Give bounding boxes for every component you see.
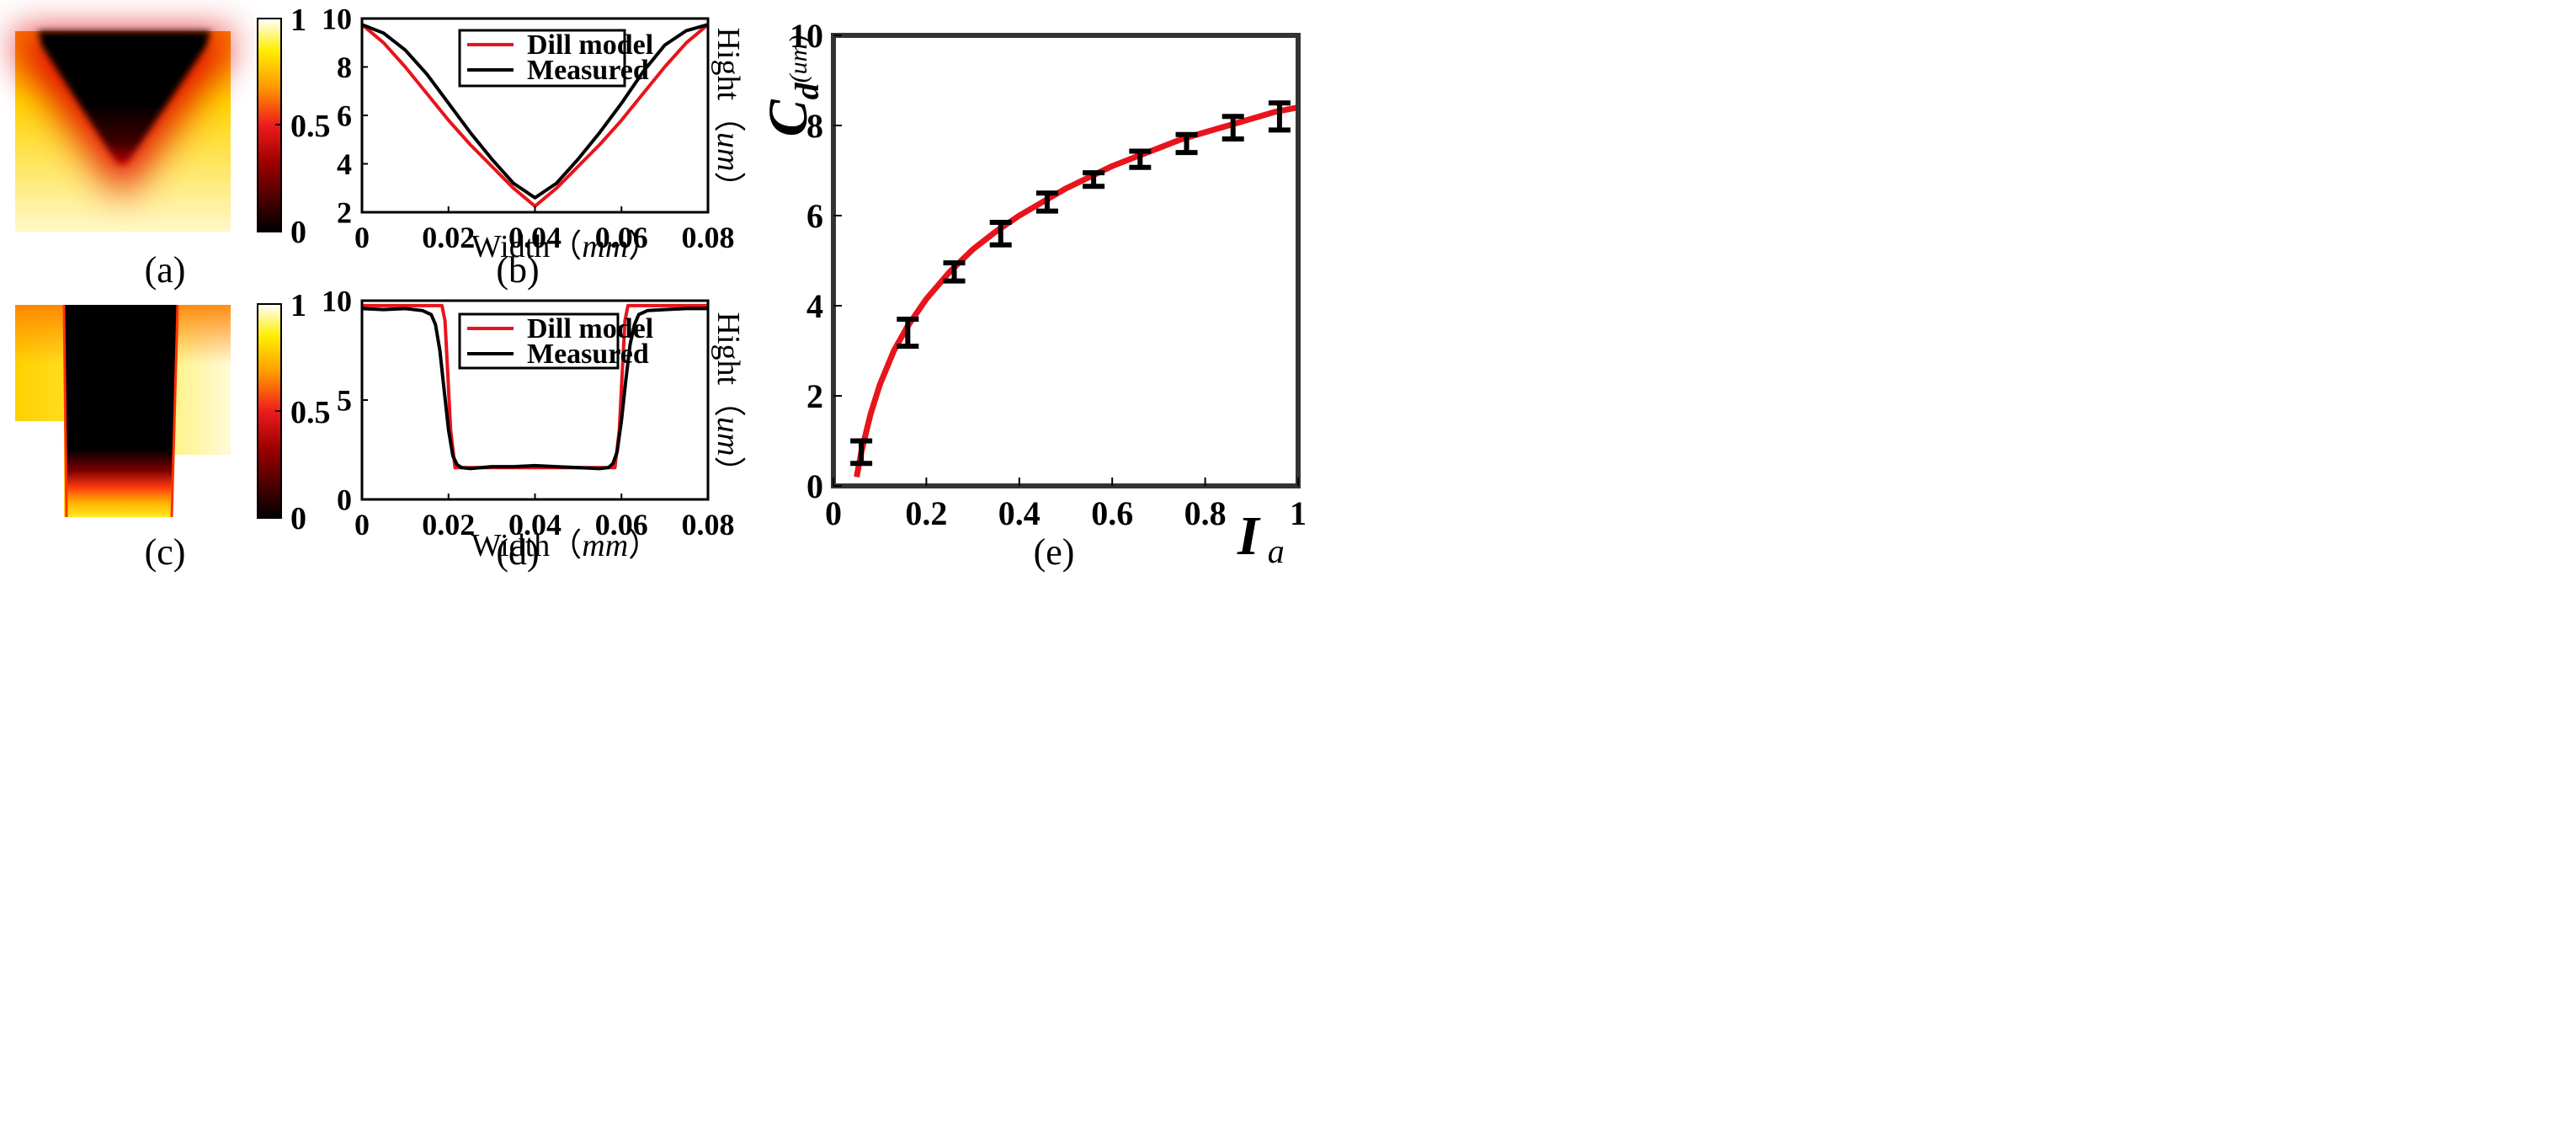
heatmap-c-right-blank	[172, 455, 231, 517]
chart-d-xtick-label: 0	[354, 508, 370, 542]
chart-e-errorbar	[897, 317, 919, 350]
chart-d-ylabel: Hight（um）	[711, 312, 746, 488]
chart-b-legend-label-measured: Measured	[527, 55, 649, 86]
chart-e-errorbar	[1268, 100, 1291, 133]
chart-d-ytick-label: 5	[337, 384, 352, 418]
chart-b-ytick-label: 4	[337, 147, 352, 181]
heatmap-c-edge-right	[170, 304, 179, 518]
chart-b-xtick-label: 0.04	[508, 221, 562, 254]
chart-e-axes-box	[831, 33, 1301, 488]
chart-d-ytick-label: 10	[322, 285, 352, 318]
chart-e-ytick-label: 2	[806, 377, 823, 415]
chart-e-errorbar	[1129, 148, 1152, 170]
chart-d-xtick-label: 0.08	[682, 508, 735, 542]
chart-d-xtick-label: 0.02	[422, 508, 475, 542]
heatmap-c	[15, 304, 231, 518]
chart-b-ticks: 0 0.02 0.04 0.06 0.08 2 4 6 8 10	[322, 3, 735, 254]
chart-b-xtick-label: 0.08	[682, 221, 735, 254]
chart-e-xtick-label: 0.8	[1184, 494, 1227, 532]
colorbar-2: 1 0.5 0	[257, 288, 331, 536]
caption-d: (d)	[496, 531, 539, 573]
colorbar-2-tick-top: 1	[290, 288, 306, 323]
chart-e-ytick-label: 10	[790, 17, 823, 55]
chart-b-ytick-label: 10	[322, 3, 352, 36]
chart-e-xtick-label: 0.6	[1091, 494, 1133, 532]
chart-e-errorbar	[1035, 190, 1058, 214]
heatmap-a-v-dark	[38, 31, 210, 164]
chart-e-ytick-label: 6	[806, 197, 823, 235]
chart-d-ytick-label: 0	[337, 483, 352, 517]
chart-e-ytick-label: 0	[806, 467, 823, 505]
chart-e-xtick-label: 0	[825, 494, 842, 532]
chart-d-series-measured	[361, 307, 708, 471]
chart-e-errorbar	[1221, 114, 1244, 142]
colorbar-1: 1 0.5 0	[257, 3, 331, 250]
caption-a: (a)	[145, 249, 186, 291]
chart-b-ylabel: Hight（um）	[711, 27, 746, 203]
chart-b-xtick-label: 0.06	[595, 221, 648, 254]
chart-e-errorbar	[1175, 131, 1198, 156]
chart-d-legend: Dill model Measured	[458, 312, 653, 370]
chart-e-errorbar	[850, 438, 873, 467]
chart-d-xtick-label: 0.06	[595, 508, 648, 542]
chart-b-xtick-label: 0	[354, 221, 370, 254]
chart-e-xtick-label: 0.4	[998, 494, 1041, 532]
caption-b: (b)	[496, 249, 539, 291]
chart-b-ytick-label: 8	[337, 51, 352, 84]
chart-b-ytick-label: 6	[337, 99, 352, 133]
heatmap-c-edge-left	[62, 304, 68, 518]
chart-e-errorbar	[943, 260, 966, 284]
heatmap-c-channel	[64, 305, 178, 517]
chart-b-legend-label-dill: Dill model	[527, 29, 653, 61]
caption-c: (c)	[145, 531, 186, 573]
chart-e-errorbar	[1083, 170, 1105, 189]
heatmap-c-left-blank	[15, 421, 64, 517]
chart-e-xtick-label: 0.2	[905, 494, 947, 532]
chart-b: 0 0.02 0.04 0.06 0.08 2 4 6 8 10 Dill model Measu…	[322, 3, 746, 264]
chart-b-legend: Dill model Measured	[458, 29, 653, 88]
chart-d-legend-label-measured: Measured	[527, 339, 649, 370]
colorbar-2-tick-bottom: 0	[290, 501, 306, 536]
chart-e-errorbar	[989, 220, 1012, 248]
chart-d-xtick-label: 0.04	[508, 508, 562, 542]
heatmap-a	[15, 31, 231, 232]
chart-e-ytick-label: 4	[806, 287, 823, 325]
chart-b-xlabel: Width（mm）	[471, 229, 660, 264]
chart-b-legend-box	[458, 29, 626, 88]
chart-d: 0 0.02 0.04 0.06 0.08 0 5 10 Dill model Measure…	[322, 285, 746, 563]
colorbar-1-tick-bottom: 0	[290, 215, 306, 250]
colorbar-1-tick-top: 1	[290, 3, 306, 38]
colorbar-1-tick-mid: 0.5	[290, 109, 331, 144]
chart-e-ytick-label: 8	[806, 107, 823, 145]
colorbar-2-tick-mid: 0.5	[290, 395, 331, 430]
chart-e-ylabel: Cd(um)	[758, 35, 826, 137]
chart-b-ytick-label: 2	[337, 196, 352, 230]
chart-d-xlabel: Width（mm）	[471, 528, 660, 563]
caption-e: (e)	[1034, 531, 1075, 573]
chart-b-series-measured	[361, 23, 709, 200]
chart-e-lines	[850, 100, 1299, 478]
chart-d-series-dill-model	[362, 303, 708, 470]
chart-d-ticks: 0 0.02 0.04 0.06 0.08 0 5 10	[322, 285, 735, 542]
chart-d-legend-label-dill: Dill model	[527, 313, 653, 344]
chart-d-legend-box	[458, 312, 620, 370]
chart-b-xtick-label: 0.02	[422, 221, 475, 254]
chart-e-xtick-label: 1	[1290, 494, 1307, 532]
chart-b-series-dill-model	[360, 23, 710, 208]
chart-b-lines	[360, 23, 710, 208]
chart-e-series-fit	[854, 104, 1299, 478]
chart-d-lines	[361, 303, 708, 471]
